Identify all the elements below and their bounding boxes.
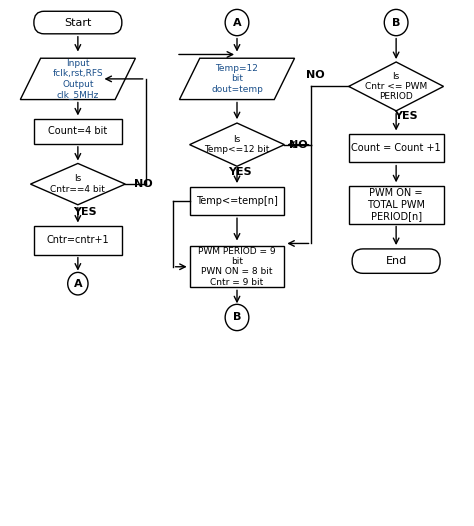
Text: PWM ON =
TOTAL PWM
PERIOD[n]: PWM ON = TOTAL PWM PERIOD[n] — [367, 188, 425, 221]
Text: NO: NO — [290, 139, 308, 150]
Polygon shape — [34, 226, 122, 255]
Text: Temp<=temp[n]: Temp<=temp[n] — [196, 196, 278, 206]
Text: A: A — [73, 279, 82, 289]
Text: Start: Start — [64, 17, 91, 27]
Text: Temp=12
bit
dout=temp: Temp=12 bit dout=temp — [211, 64, 263, 94]
Text: B: B — [233, 312, 241, 322]
Text: Is
Cntr <= PWM
PERIOD: Is Cntr <= PWM PERIOD — [365, 72, 427, 102]
FancyBboxPatch shape — [352, 249, 440, 274]
Polygon shape — [180, 58, 294, 99]
Polygon shape — [20, 58, 136, 99]
Circle shape — [225, 9, 249, 36]
Text: NO: NO — [306, 70, 325, 80]
Text: Count = Count +1: Count = Count +1 — [351, 144, 441, 154]
Polygon shape — [190, 246, 284, 287]
Polygon shape — [190, 187, 284, 215]
Circle shape — [384, 9, 408, 36]
Text: Is
Cntr==4 bit: Is Cntr==4 bit — [50, 175, 105, 194]
Circle shape — [68, 272, 88, 295]
FancyBboxPatch shape — [34, 11, 122, 34]
Polygon shape — [30, 164, 125, 205]
Text: YES: YES — [73, 207, 96, 217]
Text: Is
Temp<=12 bit: Is Temp<=12 bit — [204, 135, 270, 154]
Text: PWM PERIOD = 9
bit
PWN ON = 8 bit
Cntr = 9 bit: PWM PERIOD = 9 bit PWN ON = 8 bit Cntr =… — [198, 247, 276, 287]
Text: YES: YES — [228, 167, 252, 177]
Polygon shape — [190, 123, 284, 166]
Polygon shape — [349, 186, 444, 224]
Polygon shape — [349, 62, 444, 111]
Text: A: A — [233, 17, 241, 27]
Text: Input
fclk,rst,RFS
Output
clk_5MHz: Input fclk,rst,RFS Output clk_5MHz — [53, 59, 103, 99]
Text: NO: NO — [134, 179, 152, 189]
Polygon shape — [349, 134, 444, 163]
Text: B: B — [392, 17, 401, 27]
Text: YES: YES — [394, 112, 418, 122]
Text: Count=4 bit: Count=4 bit — [48, 126, 108, 137]
Text: End: End — [385, 256, 407, 266]
Circle shape — [225, 305, 249, 331]
Text: Cntr=cntr+1: Cntr=cntr+1 — [46, 236, 109, 246]
Polygon shape — [34, 119, 122, 144]
